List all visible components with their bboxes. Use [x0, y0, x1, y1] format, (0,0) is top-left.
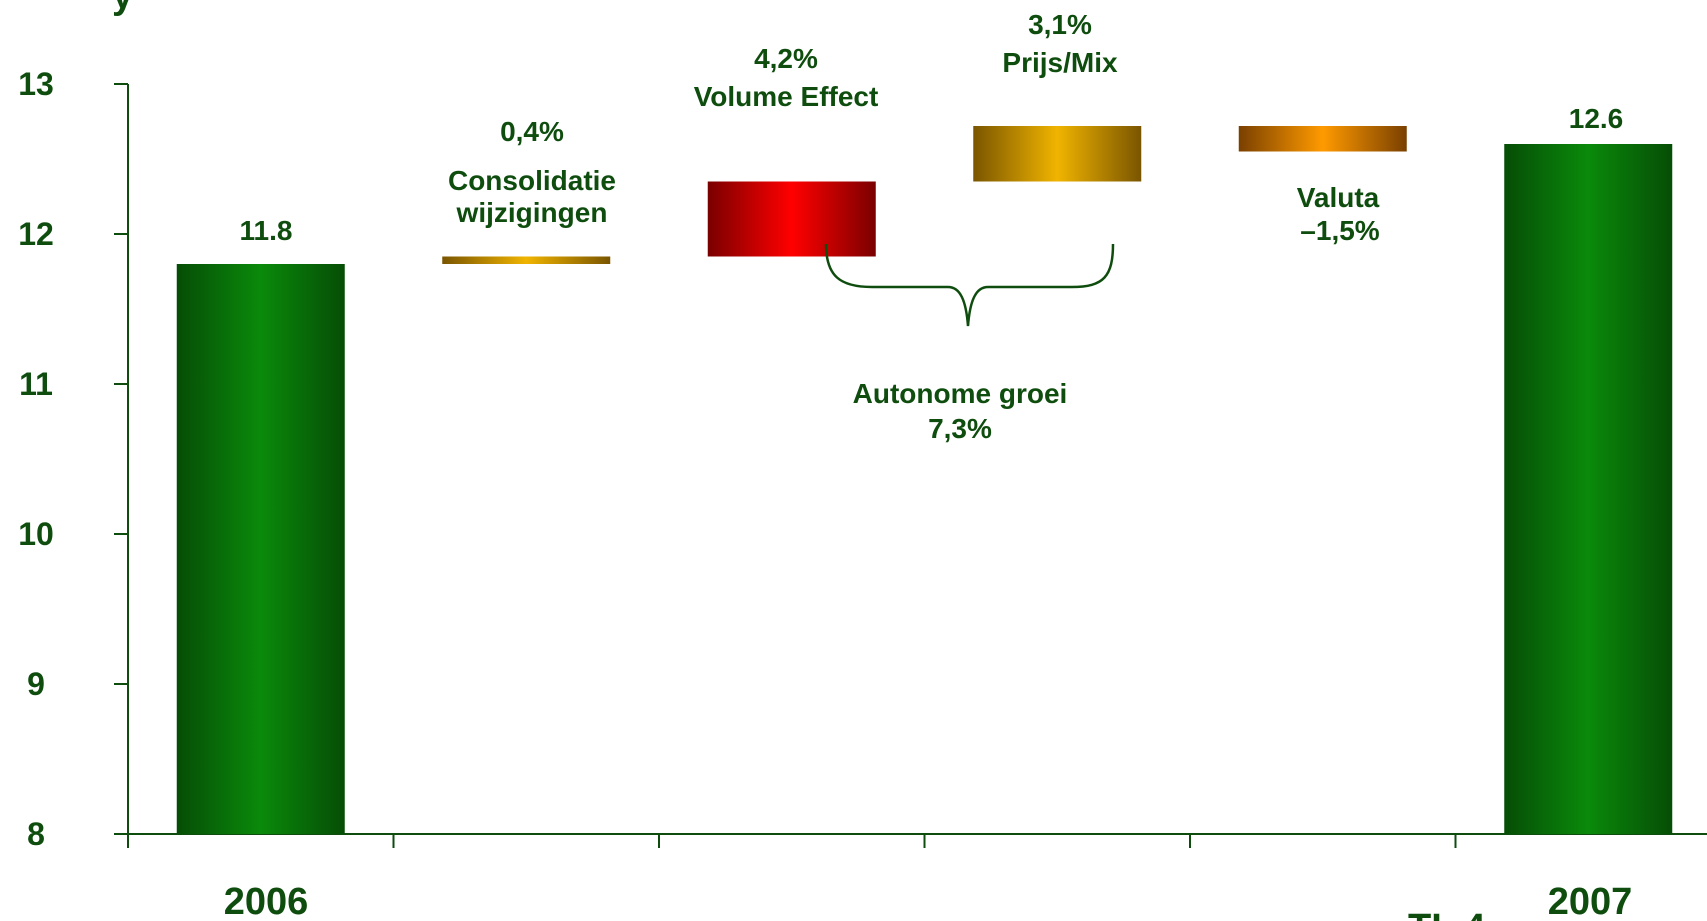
bar-value-label-2006: 11.8	[240, 215, 293, 246]
x-tick-label-2007: 2007	[1548, 881, 1633, 921]
step-bar-valuta	[1238, 126, 1407, 152]
cropped-top-text: y	[112, 0, 133, 17]
y-tick-label: 12	[18, 216, 54, 252]
y-tick-label: 10	[18, 516, 54, 552]
x-tick-label-2006: 2006	[224, 881, 309, 921]
bar-value-label-2007: 12.6	[1569, 103, 1624, 134]
cropped-bottom-text: TL 4 _ _ _ _	[1408, 907, 1613, 921]
grouping-brace	[824, 243, 1115, 327]
bar-2006	[176, 264, 345, 834]
step-pct-prijs: 3,1%	[1028, 9, 1092, 40]
step-name-prijs: Prijs/Mix	[1002, 47, 1118, 78]
y-tick-label: 11	[19, 366, 53, 402]
step-name-valuta: Valuta	[1297, 182, 1380, 213]
step-pct-consolidatie: 0,4%	[500, 116, 564, 147]
step-bar-prijs	[973, 126, 1142, 182]
bars	[176, 126, 1673, 834]
axes	[114, 83, 1707, 848]
step-pct-volume: 4,2%	[754, 43, 818, 74]
step-name-consolidatie-line1: Consolidatie	[448, 165, 616, 196]
y-tick-label: 8	[27, 816, 45, 852]
step-name-consolidatie-line2: wijzigingen	[456, 197, 608, 228]
bar-2007	[1504, 144, 1673, 834]
labels: 13 12 11 10 9 8 2006 2007 11.8 12.6 0,4%…	[18, 9, 1632, 921]
annotation-autonome-groei-line1: Autonome groei	[853, 378, 1068, 409]
annotation-autonome-groei-line2: 7,3%	[928, 413, 992, 444]
y-tick-label: 9	[27, 666, 45, 702]
y-tick-label: 13	[18, 66, 54, 102]
step-bar-volume	[707, 181, 876, 257]
step-bar-consolidatie	[442, 256, 611, 264]
step-pct-valuta: –1,5%	[1300, 215, 1379, 246]
step-name-volume: Volume Effect	[694, 81, 879, 112]
